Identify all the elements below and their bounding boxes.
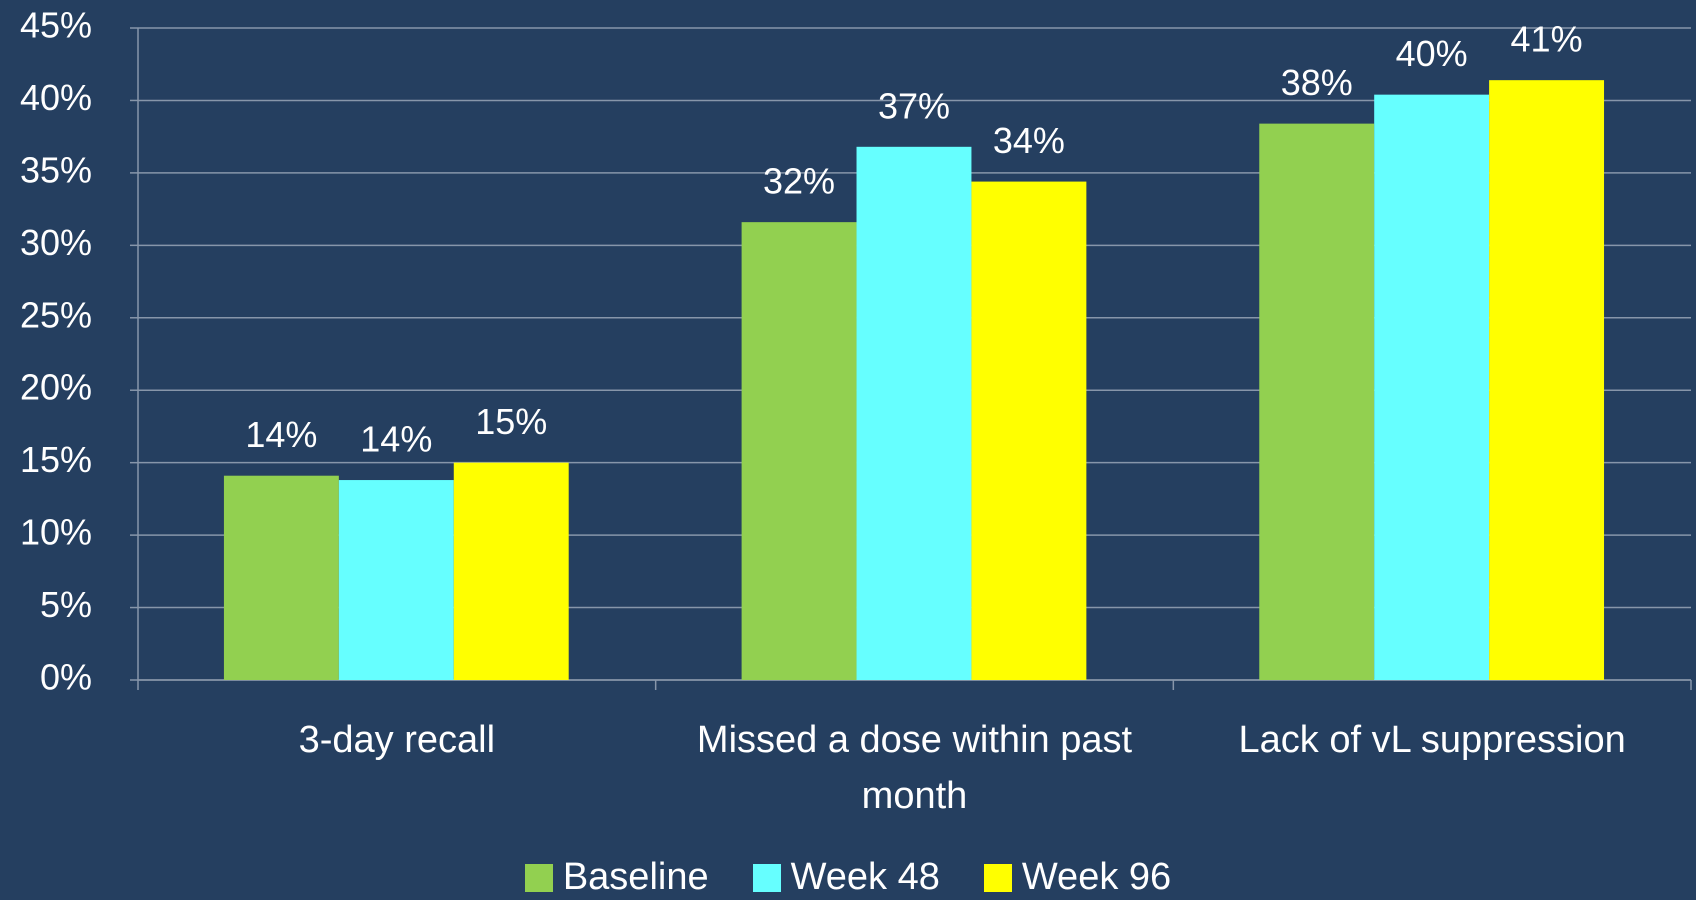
bar: [741, 222, 857, 680]
bar: [1259, 123, 1375, 681]
data-label: 40%: [1396, 33, 1468, 74]
legend-swatch: [983, 863, 1012, 892]
bar: [453, 462, 569, 680]
legend-item: Baseline: [524, 856, 709, 899]
x-tick-label: Lack of vL suppression: [1238, 719, 1626, 761]
y-tick-label: 45%: [20, 5, 92, 46]
y-tick-label: 20%: [20, 367, 92, 408]
bar: [1489, 80, 1605, 680]
legend-item: Week 48: [752, 856, 940, 899]
data-label: 32%: [763, 161, 835, 202]
y-tick-label: 40%: [20, 77, 92, 118]
bar: [223, 475, 339, 680]
legend-swatch: [752, 863, 781, 892]
legend-item: Week 96: [983, 856, 1172, 899]
bar: [338, 480, 454, 680]
bar: [1374, 94, 1490, 681]
legend: Baseline Week 48 Week 96: [0, 856, 1696, 899]
y-tick-label: 15%: [20, 439, 92, 480]
y-tick-label: 30%: [20, 222, 92, 263]
legend-label: Week 48: [790, 856, 940, 898]
data-label: 14%: [245, 414, 317, 455]
x-tick-label: Missed a dose within past month: [696, 719, 1133, 817]
x-tick-label: 3-day recall: [298, 719, 496, 761]
y-tick-label: 10%: [20, 512, 92, 553]
y-tick-label: 0%: [40, 657, 92, 698]
data-label: 34%: [993, 120, 1065, 161]
data-label: 15%: [475, 401, 547, 442]
legend-label: Baseline: [562, 856, 709, 898]
bar: [971, 181, 1087, 681]
legend-swatch: [524, 863, 553, 892]
data-label: 38%: [1281, 62, 1353, 103]
legend-label: Week 96: [1021, 856, 1172, 898]
data-label: 41%: [1511, 19, 1583, 60]
y-tick-label: 5%: [40, 584, 92, 625]
data-label: 14%: [360, 419, 432, 460]
bar: [856, 146, 972, 680]
data-label: 37%: [878, 85, 950, 126]
y-tick-label: 35%: [20, 149, 92, 190]
y-tick-label: 25%: [20, 294, 92, 335]
